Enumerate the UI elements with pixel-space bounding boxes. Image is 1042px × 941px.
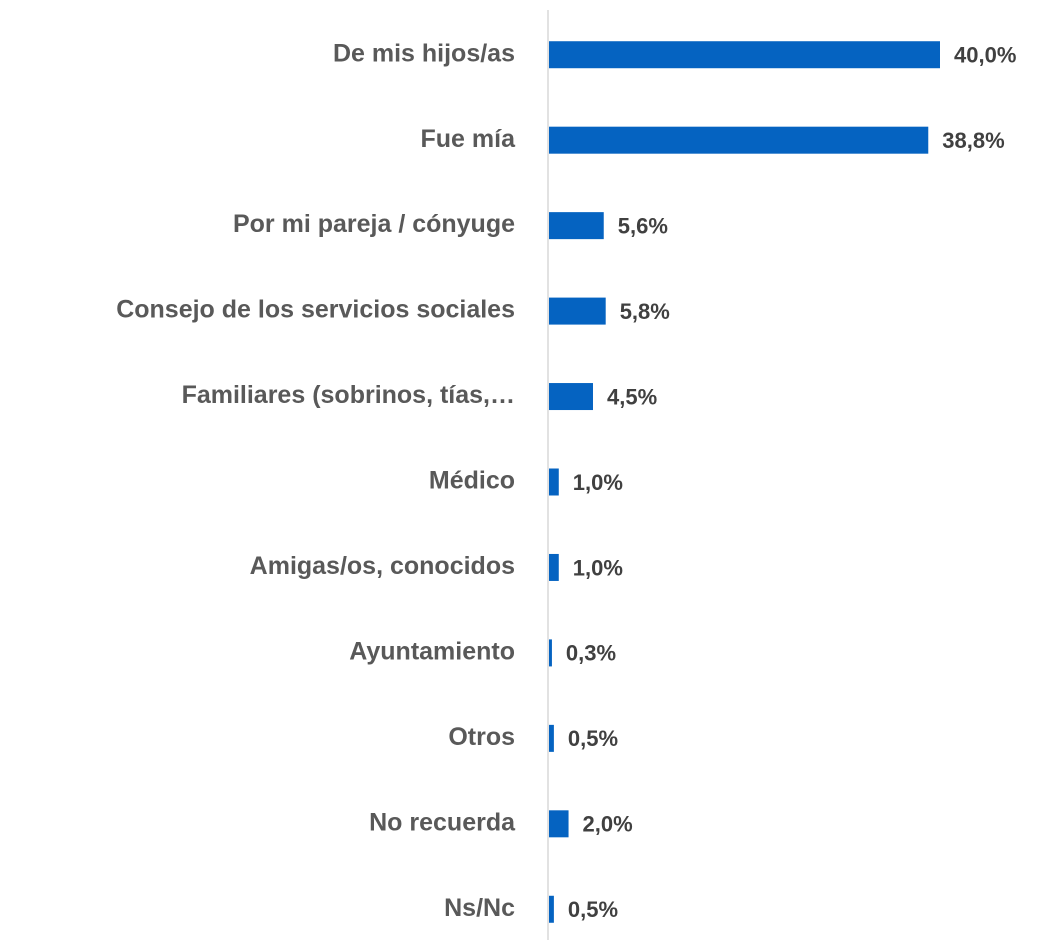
category-label: Ayuntamiento — [349, 638, 515, 666]
bar — [549, 553, 559, 581]
category-label: No recuerda — [369, 808, 516, 836]
category-label: Ns/Nc — [444, 894, 515, 922]
value-label: 40,0% — [954, 43, 1016, 68]
value-label: 0,3% — [566, 641, 616, 666]
bar — [549, 810, 569, 838]
bar — [549, 41, 940, 69]
category-label: Por mi pareja / cónyuge — [233, 210, 515, 238]
value-label: 0,5% — [568, 897, 618, 922]
value-label: 4,5% — [607, 384, 657, 409]
value-label: 2,0% — [583, 812, 633, 837]
category-label: Médico — [429, 467, 515, 495]
bar — [549, 126, 929, 154]
category-label: Consejo de los servicios sociales — [116, 296, 515, 324]
bar — [549, 383, 593, 411]
value-label: 5,8% — [620, 299, 670, 324]
value-label: 1,0% — [573, 470, 623, 495]
category-label: Otros — [448, 723, 515, 751]
bar — [549, 895, 554, 923]
value-label: 38,8% — [942, 128, 1004, 153]
bar — [549, 212, 604, 240]
category-label: De mis hijos/as — [333, 39, 515, 67]
bar — [549, 639, 552, 667]
bar — [549, 468, 559, 496]
value-label: 5,6% — [618, 213, 668, 238]
category-label: Familiares (sobrinos, tías,… — [182, 381, 515, 409]
category-label: Amigas/os, conocidos — [250, 552, 515, 580]
value-label: 1,0% — [573, 555, 623, 580]
bar — [549, 297, 606, 325]
category-label: Fue mía — [421, 125, 517, 153]
value-label: 0,5% — [568, 726, 618, 751]
bar — [549, 724, 554, 752]
